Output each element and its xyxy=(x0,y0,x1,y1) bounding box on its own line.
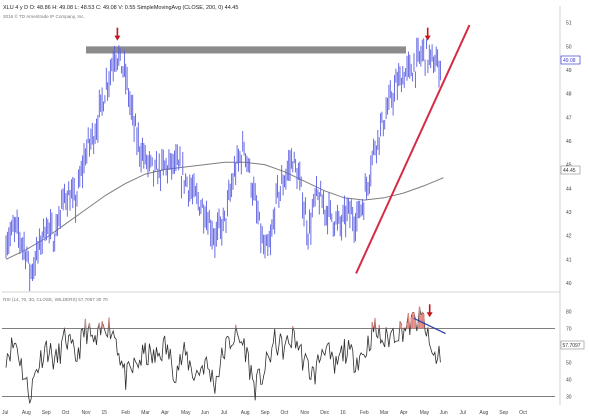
rsi-tag-box xyxy=(560,340,585,350)
price-y-tick-label: 48 xyxy=(566,92,572,98)
rsi-levels xyxy=(2,328,555,397)
x-tick-label: Apr xyxy=(400,410,408,416)
rsi-annotations xyxy=(413,304,446,335)
rsi-y-tick-label: 70 xyxy=(566,327,572,333)
x-tick-label: Nov xyxy=(82,410,91,416)
rsi-tag-value: 57.7097 xyxy=(563,343,581,349)
rsi-value-tag: 57.7097 xyxy=(560,340,585,350)
sma-series-line xyxy=(5,161,444,260)
x-tick-label: Jul xyxy=(2,410,8,416)
last-price-tag-box xyxy=(560,55,581,65)
price-y-tick-label: 49 xyxy=(566,68,572,74)
price-y-tick-label: 40 xyxy=(566,281,572,287)
x-tick-label: Jun xyxy=(201,410,209,416)
x-tick-label: Feb xyxy=(360,410,369,416)
support-trendline-line xyxy=(355,24,471,274)
chart-header: XLU 4 y D O: 48.86 H: 49.08 L: 48.53 C: … xyxy=(3,5,238,11)
price-y-tick-label: 50 xyxy=(566,44,572,50)
last-price-tag: 49.08 xyxy=(560,55,581,65)
price-arrows xyxy=(114,27,431,41)
x-tick-label: Sep xyxy=(261,410,270,416)
x-tick-label: Oct xyxy=(519,410,527,416)
x-tick-label: May xyxy=(420,410,430,416)
x-tick-label: Mar xyxy=(380,410,389,416)
resistance-band-rect xyxy=(86,46,406,54)
x-tick-label: Aug xyxy=(241,410,250,416)
last-price-tag-value: 49.08 xyxy=(563,58,576,64)
price-y-tick-label: 43 xyxy=(566,210,572,216)
price-y-tick-label: 42 xyxy=(566,234,572,240)
x-tick-label: Apr xyxy=(161,410,169,416)
x-tick-label: May xyxy=(181,410,191,416)
rsi-divergence-line xyxy=(413,317,446,335)
x-tick-label: Sep xyxy=(499,410,508,416)
price-y-tick-label: 46 xyxy=(566,139,572,145)
x-tick-label: Jul xyxy=(221,410,227,416)
price-panel: 51 50 49 48 47 46 45 44 43 42 41 40 44.45 49.08 xyxy=(2,6,581,405)
down-arrow-icon xyxy=(424,27,431,41)
x-tick-label: Jul xyxy=(460,410,466,416)
rsi-y-tick-label: 40 xyxy=(566,378,572,384)
sma-line xyxy=(5,161,444,260)
x-tick-label: Aug xyxy=(479,410,488,416)
sma-tag-box xyxy=(560,165,581,175)
rsi-y-tick-label: 80 xyxy=(566,310,572,316)
resistance-band xyxy=(86,46,406,54)
price-y-tick-label: 44 xyxy=(566,186,572,192)
rsi-y-tick-label: 50 xyxy=(566,361,572,367)
rsi-y-tick-label: 30 xyxy=(566,395,572,401)
price-bars xyxy=(5,37,441,292)
x-tick-label: 16 xyxy=(340,410,346,416)
x-tick-label: Feb xyxy=(121,410,130,416)
x-tick-label: 15 xyxy=(101,410,107,416)
x-tick-label: Jun xyxy=(440,410,448,416)
sma-tag-value: 44.45 xyxy=(563,168,576,174)
price-y-axis: 51 50 49 48 47 46 45 44 43 42 41 40 xyxy=(566,21,572,287)
x-tick-label: Oct xyxy=(280,410,288,416)
price-y-tick-label: 45 xyxy=(566,163,572,169)
x-tick-label: Aug xyxy=(22,410,31,416)
price-y-tick-label: 47 xyxy=(566,115,572,121)
x-tick-label: Oct xyxy=(62,410,70,416)
time-x-axis: Jul Aug Sep Oct Nov 15 Feb Mar Apr May Jun Jul Aug Se… xyxy=(2,410,528,416)
x-tick-label: Sep xyxy=(42,410,51,416)
down-arrow-icon xyxy=(114,27,121,41)
support-trendline xyxy=(355,24,471,274)
x-tick-label: Mar xyxy=(141,410,150,416)
rsi-series-line xyxy=(5,306,441,404)
x-tick-label: Nov xyxy=(300,410,309,416)
sma-price-tag: 44.45 xyxy=(560,165,581,175)
rsi-label: RSI (14, 70, 30, CLOSE, WILDERS) 57.7097… xyxy=(3,297,108,302)
x-tick-label: Dec xyxy=(320,410,329,416)
copyright-text: 2016 © TD Ameritrade IP Company, Inc. xyxy=(3,13,85,19)
rsi-panel: RSI (14, 70, 30, CLOSE, WILDERS) 57.7097… xyxy=(2,297,585,404)
price-y-tick-label: 51 xyxy=(566,21,572,27)
price-y-tick-label: 41 xyxy=(566,257,572,263)
down-arrow-icon xyxy=(426,304,433,318)
